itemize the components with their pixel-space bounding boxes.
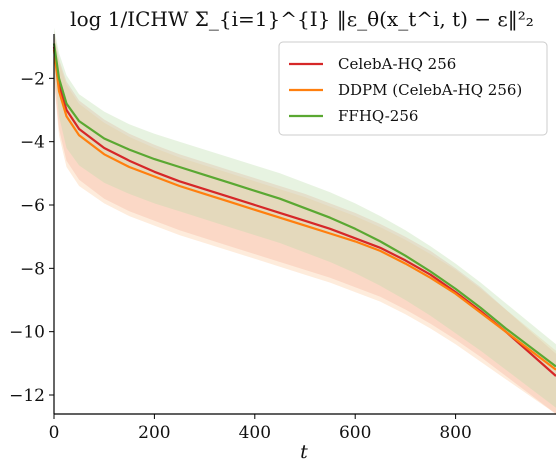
y-tick-label: −10: [9, 323, 45, 343]
series-band-0: [54, 30, 556, 415]
y-tick-label: −6: [20, 196, 45, 216]
legend-box: [278, 41, 548, 136]
legend-label-1: DDPM (CelebA-HQ 256): [338, 81, 522, 99]
x-axis-ticks: 0 200 400 600 800: [49, 414, 472, 443]
x-tick-label: 200: [138, 423, 170, 443]
y-tick-label: −12: [9, 386, 45, 406]
x-tick-label: 400: [239, 423, 271, 443]
legend-label-2: FFHQ-256: [338, 107, 418, 125]
x-axis-label: t: [300, 441, 308, 463]
series-line-2: [52, 43, 556, 368]
x-tick-label: 600: [339, 423, 371, 443]
y-tick-label: −8: [20, 259, 45, 279]
series-line-1: [52, 49, 556, 371]
y-tick-label: −4: [20, 133, 45, 153]
confidence-bands: [54, 27, 556, 415]
legend-label-0: CelebA-HQ 256: [338, 55, 456, 73]
x-tick-label: 800: [439, 423, 471, 443]
series-line-0: [52, 46, 556, 377]
series-band-2: [54, 27, 556, 408]
x-tick-label: 0: [49, 423, 60, 443]
legend: CelebA-HQ 256 DDPM (CelebA-HQ 256) FFHQ-25…: [278, 41, 548, 136]
series-lines: [52, 43, 556, 377]
y-axis-ticks: −2 −4 −6 −8 −10 −12: [9, 69, 54, 406]
y-tick-label: −2: [20, 69, 45, 89]
chart-title: log 1/ICHW Σ_{i=1}^{I} ‖ε_θ(x_t^i, t) − …: [70, 7, 534, 32]
series-band-1: [54, 34, 556, 414]
